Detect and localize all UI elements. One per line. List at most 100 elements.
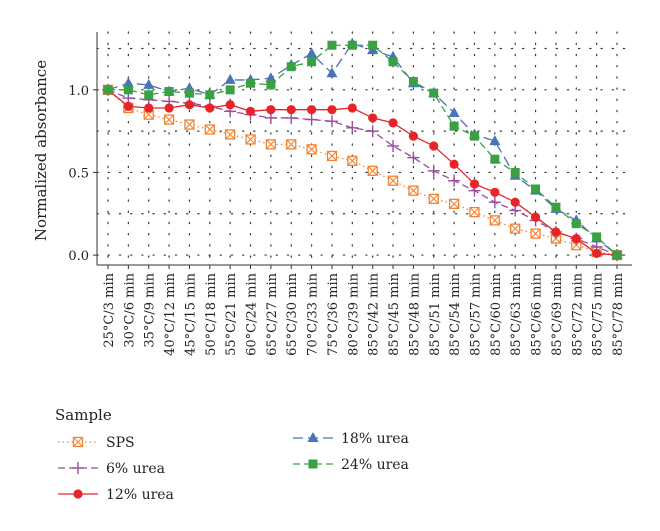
data-point xyxy=(571,219,581,229)
data-point xyxy=(388,118,398,128)
data-point xyxy=(347,40,357,50)
data-point xyxy=(224,73,236,84)
legend: Sample SPS 6% urea 12% urea 18% urea 24% ure… xyxy=(55,406,409,503)
data-point xyxy=(490,154,500,164)
legend-item: 12% urea xyxy=(58,487,174,503)
x-tick-label: 45°C/15 min xyxy=(183,272,198,356)
legend-item: 6% urea xyxy=(58,461,165,477)
x-tick-label: 85°C/60 min xyxy=(489,272,504,356)
x-tick-label: 65°C/30 min xyxy=(285,272,300,356)
data-point xyxy=(122,77,134,88)
data-point xyxy=(327,40,337,50)
y-tick-label: 0.5 xyxy=(68,166,89,181)
x-tick-label: 85°C/48 min xyxy=(407,272,422,356)
x-tick-label: 85°C/66 min xyxy=(530,272,545,356)
x-tick-label: 35°C/9 min xyxy=(143,272,158,347)
axes xyxy=(96,32,632,266)
y-ticks: 0.0 0.5 1.0 xyxy=(68,84,97,264)
data-point xyxy=(408,185,419,196)
x-tick-label: 80°C/39 min xyxy=(346,272,361,356)
data-point xyxy=(368,113,378,123)
data-point xyxy=(448,174,461,187)
data-point xyxy=(326,67,338,78)
data-point xyxy=(347,103,357,113)
data-point xyxy=(388,57,398,67)
data-point xyxy=(346,121,359,134)
series-12-urea xyxy=(103,85,622,260)
data-point xyxy=(428,193,439,205)
data-point xyxy=(245,134,256,145)
data-point xyxy=(448,198,460,210)
data-point xyxy=(123,85,133,95)
x-tick-label: 65°C/27 min xyxy=(265,272,280,356)
data-point xyxy=(143,78,155,89)
data-point xyxy=(449,121,459,131)
data-point xyxy=(246,78,256,88)
data-point xyxy=(306,144,317,155)
data-point xyxy=(429,141,439,151)
x-ticks: 25°C/3 min 30°C/6 min 35°C/9 min 40°C/12 mi… xyxy=(102,265,626,356)
series-line xyxy=(108,44,618,256)
data-point xyxy=(592,248,602,259)
data-point xyxy=(266,80,276,90)
x-tick-label: 50°C/18 min xyxy=(204,272,219,356)
x-tick-label: 75°C/36 min xyxy=(326,272,341,356)
data-point xyxy=(205,103,215,113)
data-point xyxy=(205,90,215,100)
data-point xyxy=(326,150,338,162)
data-point xyxy=(367,165,378,176)
data-point xyxy=(286,105,296,115)
data-point xyxy=(488,196,501,209)
data-point xyxy=(306,47,318,58)
x-tick-label: 30°C/6 min xyxy=(122,272,137,347)
series-sps xyxy=(102,84,623,261)
legend-label: 12% urea xyxy=(106,487,174,503)
data-point xyxy=(407,151,420,164)
data-point xyxy=(307,105,317,115)
x-tick-label: 85°C/69 min xyxy=(550,272,565,356)
legend-label: 6% urea xyxy=(106,461,165,477)
x-tick-label: 85°C/42 min xyxy=(367,272,382,356)
legend-marker xyxy=(307,432,319,442)
x-tick-label: 55°C/21 min xyxy=(224,272,239,356)
data-point xyxy=(225,129,236,140)
data-point xyxy=(103,85,113,95)
data-point xyxy=(286,139,297,150)
data-point xyxy=(327,105,337,115)
data-point xyxy=(489,215,500,226)
data-point xyxy=(144,90,154,100)
data-point xyxy=(305,113,318,126)
x-tick-label: 85°C/54 min xyxy=(448,272,463,356)
legend-label: 24% urea xyxy=(341,457,409,473)
data-point xyxy=(489,135,501,146)
x-tick-label: 60°C/24 min xyxy=(245,272,260,356)
y-axis-title: Normalized absorbance xyxy=(32,60,50,241)
data-point xyxy=(551,202,561,212)
legend-item: 18% urea xyxy=(293,431,409,447)
data-point xyxy=(530,228,541,239)
data-point xyxy=(612,250,622,260)
legend-marker xyxy=(72,462,84,474)
x-tick-label: 85°C/78 min xyxy=(611,272,626,356)
data-point xyxy=(510,223,521,234)
data-point xyxy=(368,40,378,50)
x-tick-label: 85°C/51 min xyxy=(428,272,443,356)
legend-item: SPS xyxy=(58,435,135,451)
data-point xyxy=(184,88,194,98)
data-point xyxy=(144,103,154,113)
legend-label: 18% urea xyxy=(341,431,409,447)
data-point xyxy=(164,86,174,96)
data-point xyxy=(164,103,174,113)
data-point xyxy=(449,159,459,169)
data-point xyxy=(387,175,399,186)
data-point xyxy=(225,100,235,110)
data-point xyxy=(530,212,541,222)
data-point xyxy=(592,232,602,242)
data-point xyxy=(448,106,460,117)
data-point xyxy=(225,85,235,95)
data-point xyxy=(143,109,154,120)
data-point xyxy=(387,140,400,153)
data-point xyxy=(469,131,479,141)
data-point xyxy=(510,167,520,177)
